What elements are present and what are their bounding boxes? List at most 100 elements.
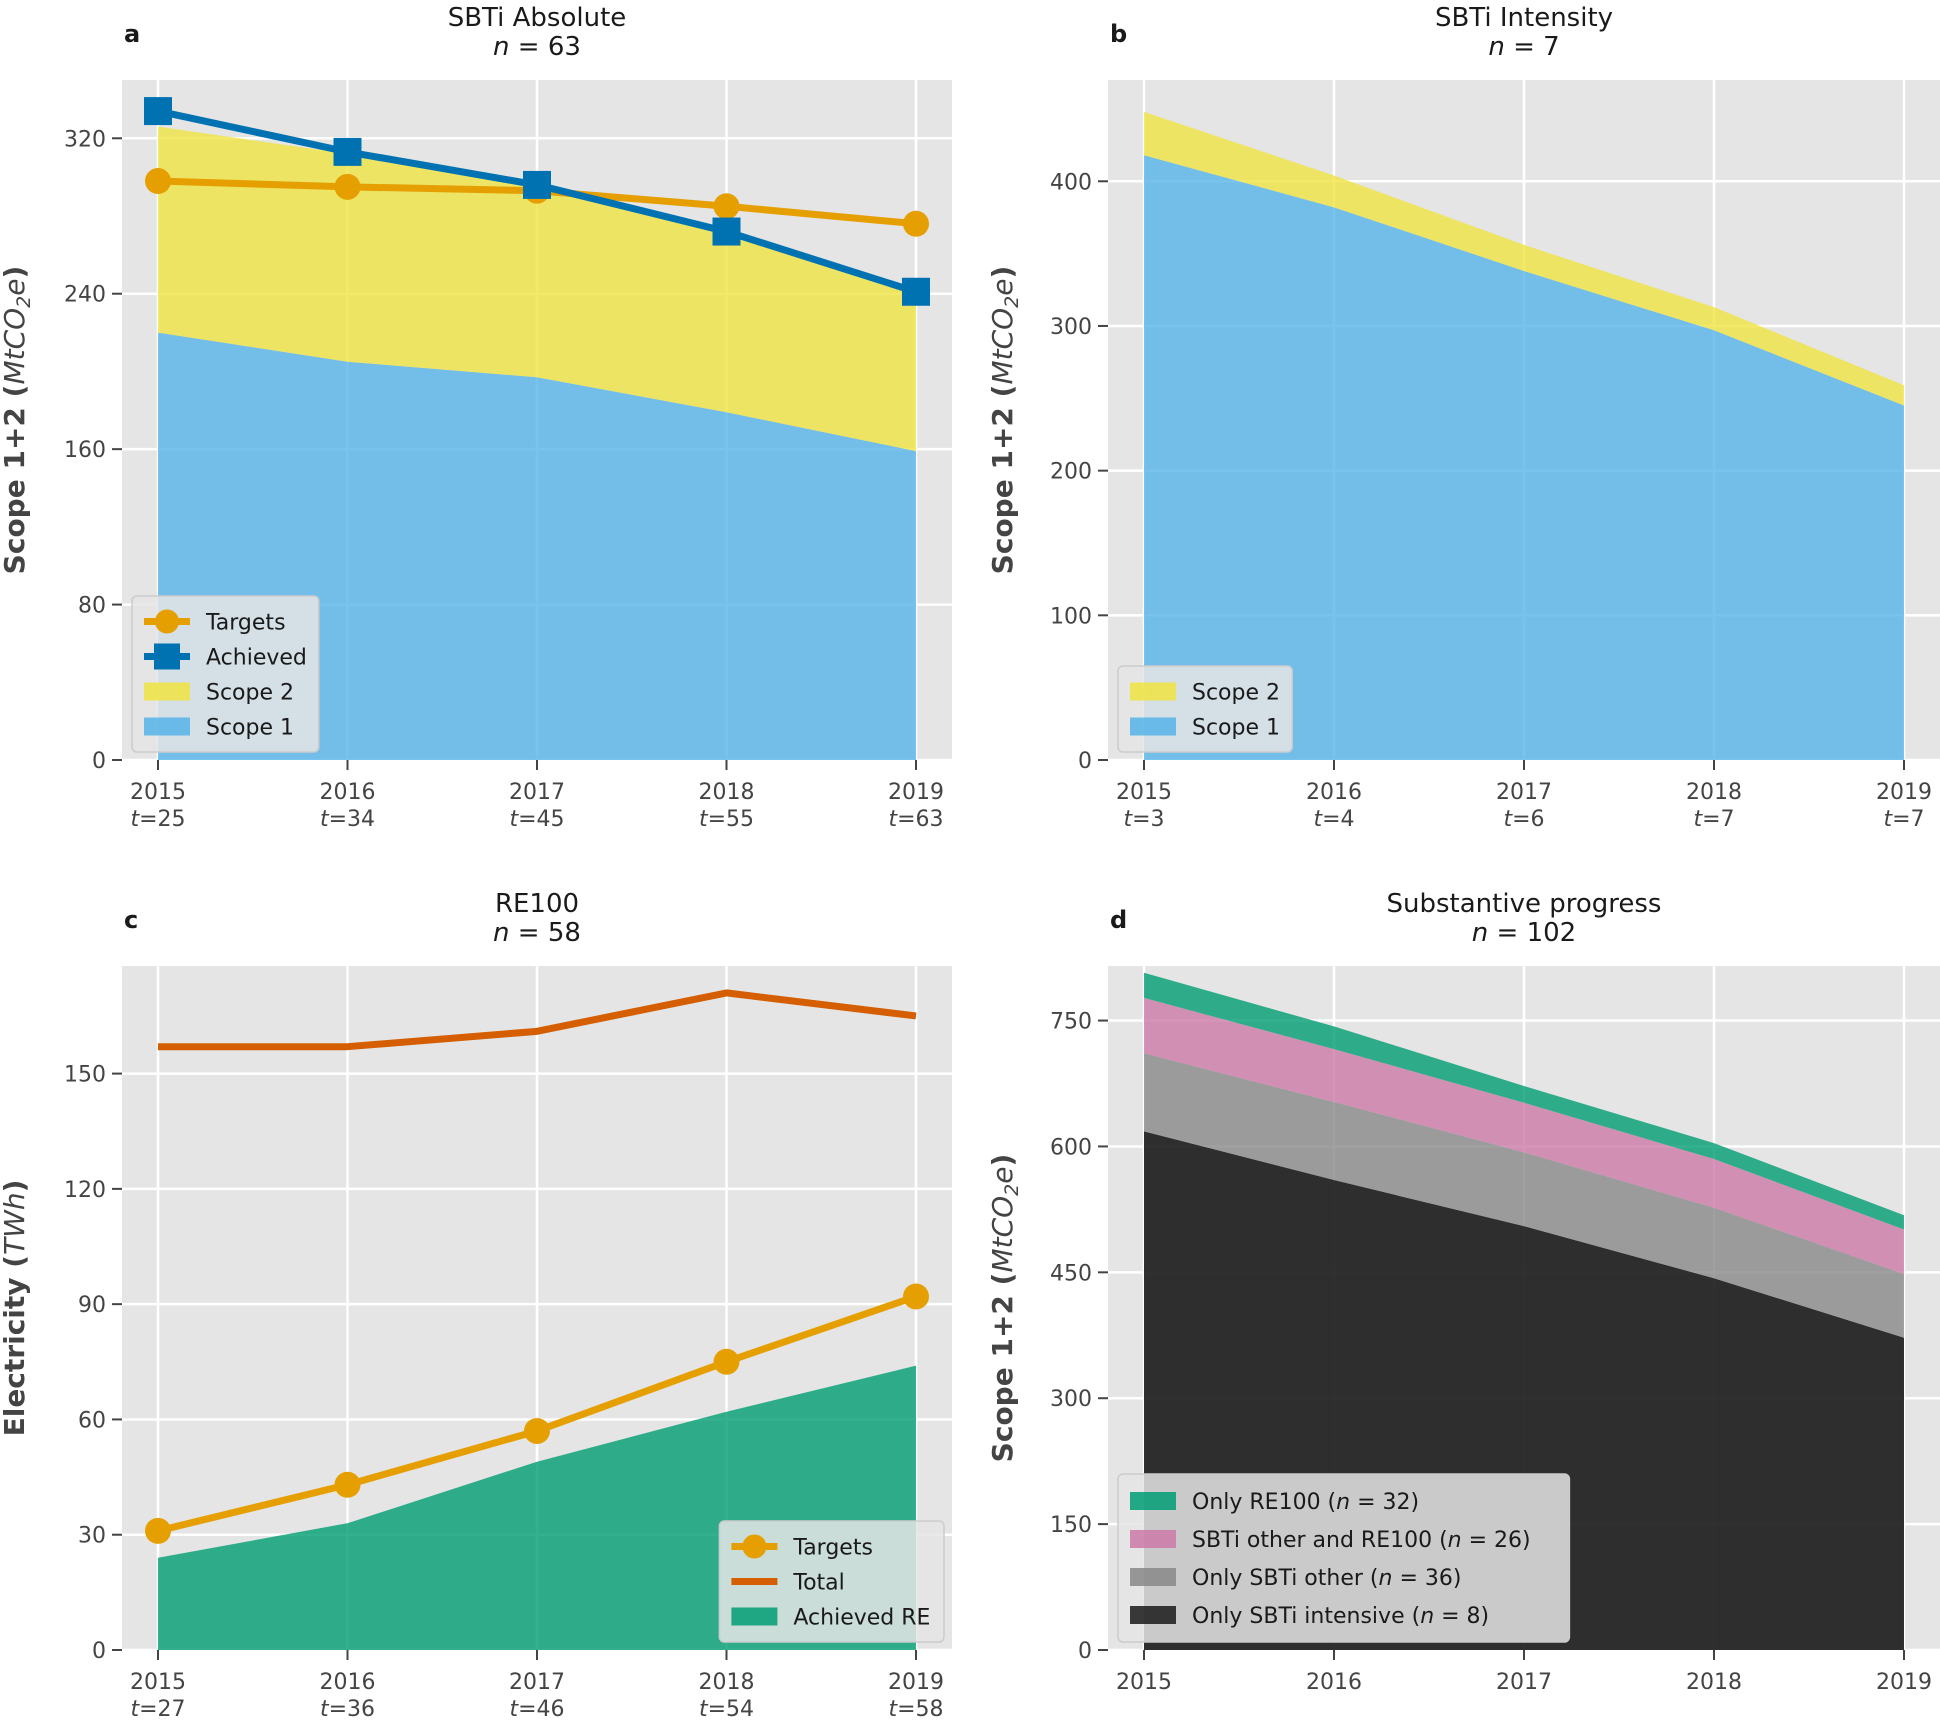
y-tick-label: 320	[64, 127, 106, 152]
y-tick-label: 160	[64, 438, 106, 463]
legend-swatch	[1130, 682, 1176, 701]
legend-frame	[1117, 1473, 1571, 1643]
point-achieved	[144, 97, 172, 126]
panel-subtitle: n = 58	[493, 918, 581, 948]
area-scope-2	[158, 126, 916, 452]
x-tick-label: 2017	[1496, 1670, 1552, 1695]
y-tick-label: 450	[1050, 1261, 1092, 1286]
x-tick-sublabel: t=63	[888, 807, 943, 832]
panel-label: d	[1110, 906, 1127, 934]
panel-b: 01002003004002015t=32016t=42017t=62018t=…	[986, 3, 1940, 832]
legend-label: Scope 1	[206, 716, 294, 741]
legend-marker	[742, 1534, 767, 1559]
area-scope-1	[1144, 155, 1904, 761]
x-tick-sublabel: t=6	[1503, 807, 1544, 832]
y-axis-label: Scope 1+2 (MtCO2e)	[986, 1154, 1023, 1463]
legend-marker	[154, 643, 180, 670]
legend: Targets Total Achieved RE	[718, 1520, 945, 1643]
legend: Only RE100 (n = 32) SBTi other and RE100 …	[1117, 1473, 1571, 1643]
y-tick-label: 120	[64, 1178, 106, 1203]
legend-swatch	[144, 682, 190, 701]
y-tick-label: 80	[78, 594, 106, 619]
point-targets	[713, 1348, 740, 1375]
legend-label: Achieved	[206, 646, 307, 671]
x-tick-label: 2016	[1306, 1670, 1362, 1695]
area-scope-2	[1144, 111, 1904, 406]
x-tick-label: 2016	[320, 780, 376, 805]
x-tick-sublabel: t=36	[320, 1697, 375, 1721]
point-achieved	[712, 217, 741, 246]
y-tick-label: 0	[1078, 749, 1092, 774]
point-targets	[145, 168, 171, 195]
panel-label: a	[124, 20, 140, 48]
point-achieved	[333, 137, 362, 166]
point-targets	[713, 193, 740, 220]
x-tick-label: 2017	[1496, 780, 1552, 805]
point-targets	[334, 173, 361, 200]
y-tick-label: 200	[1050, 460, 1092, 485]
x-tick-label: 2016	[1306, 780, 1362, 805]
y-tick-label: 90	[78, 1293, 106, 1318]
point-achieved	[523, 170, 551, 199]
y-tick-label: 300	[1050, 1387, 1092, 1412]
x-tick-label: 2015	[1116, 1670, 1172, 1695]
x-tick-label: 2015	[130, 1670, 186, 1695]
y-tick-label: 150	[1050, 1513, 1092, 1538]
x-tick-label: 2017	[509, 1670, 565, 1695]
y-tick-label: 30	[78, 1524, 106, 1549]
point-targets	[524, 1417, 550, 1444]
panel-title: RE100	[495, 889, 579, 919]
panel-d: 0 150 300 450 600 750 2015 2016 2017 2018 2019 Subs…	[986, 889, 1940, 1695]
panel-title: SBTi Absolute	[448, 3, 627, 33]
area-only-re100	[1144, 972, 1904, 1230]
area-sbti-other-and-re100	[1144, 997, 1904, 1275]
point-targets	[903, 1283, 929, 1310]
legend: Scope 2 Scope 1	[1117, 665, 1293, 753]
legend-label: Only RE100 (n = 32)	[1192, 1490, 1419, 1515]
y-tick-label: 600	[1050, 1135, 1092, 1160]
x-tick-sublabel: t=27	[130, 1697, 185, 1721]
y-tick-label: 0	[92, 1639, 106, 1664]
y-tick-label: 750	[1050, 1010, 1092, 1035]
y-tick-label: 300	[1050, 315, 1092, 340]
y-tick-label: 240	[64, 283, 106, 308]
x-tick-sublabel: t=4	[1313, 807, 1354, 832]
panel-label: c	[124, 906, 138, 934]
legend-swatch	[1130, 1606, 1176, 1624]
legend-marker	[155, 609, 179, 634]
x-tick-sublabel: t=3	[1123, 807, 1164, 832]
x-tick-label: 2019	[1876, 780, 1932, 805]
legend-label: Scope 1	[1192, 716, 1280, 741]
panel-title: Substantive progress	[1387, 889, 1662, 919]
point-targets	[334, 1471, 361, 1498]
y-tick-label: 60	[78, 1408, 106, 1433]
legend-frame	[131, 595, 320, 753]
legend-swatch	[1130, 1568, 1176, 1586]
legend-label: Targets	[792, 1536, 873, 1561]
y-tick-label: 150	[64, 1063, 106, 1088]
x-tick-sublabel: t=58	[888, 1697, 943, 1721]
legend-swatch	[144, 717, 190, 736]
x-tick-sublabel: t=7	[1883, 807, 1924, 832]
x-tick-label: 2018	[699, 780, 755, 805]
x-tick-sublabel: t=34	[320, 807, 375, 832]
x-tick-label: 2017	[509, 780, 565, 805]
y-axis-label: Scope 1+2 (MtCO2e)	[0, 266, 35, 575]
area-only-sbti-other	[1144, 1053, 1904, 1338]
legend-swatch	[1130, 1492, 1176, 1510]
legend-label: Scope 2	[1192, 681, 1280, 706]
legend-label: Total	[792, 1571, 844, 1596]
x-tick-sublabel: t=25	[130, 807, 185, 832]
panel-subtitle: n = 63	[493, 32, 581, 62]
x-tick-label: 2015	[130, 780, 186, 805]
y-axis-label: Scope 1+2 (MtCO2e)	[986, 266, 1023, 575]
x-tick-label: 2018	[699, 1670, 755, 1695]
x-tick-sublabel: t=46	[509, 1697, 564, 1721]
point-targets	[903, 210, 929, 237]
y-tick-label: 100	[1050, 604, 1092, 629]
legend-label: Only SBTi intensive (n = 8)	[1192, 1604, 1489, 1629]
panel-title: SBTi Intensity	[1435, 3, 1613, 33]
y-axis-label: Electricity (TWh)	[0, 1180, 31, 1437]
legend-swatch	[1130, 1530, 1176, 1548]
